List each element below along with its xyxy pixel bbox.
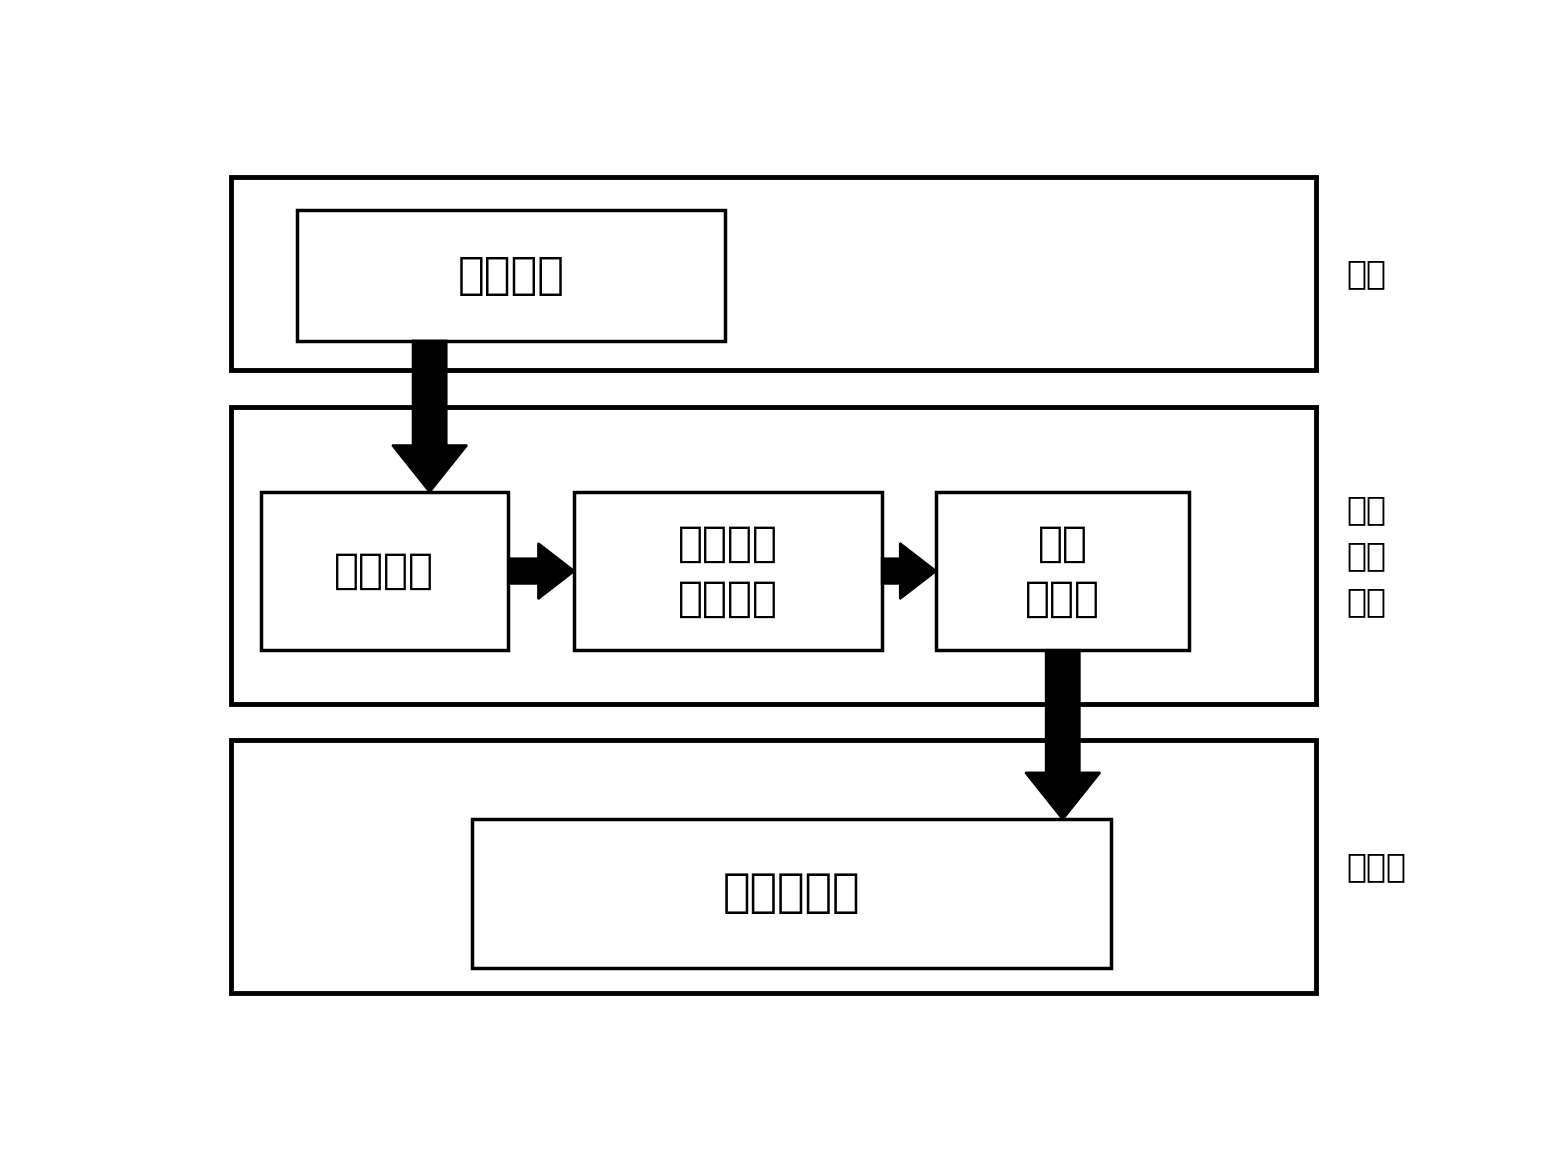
Bar [261,492,507,650]
Text: 算法
核心
程序: 算法 核心 程序 [1346,493,1386,618]
Bar [230,406,1316,704]
Bar [297,210,725,341]
Text: 数据: 数据 [1346,258,1386,290]
Polygon shape [882,543,937,600]
Bar [230,740,1316,993]
Text: 原始数据: 原始数据 [457,254,565,296]
Polygon shape [392,341,467,492]
Text: 计算
过渡点: 计算 过渡点 [1025,522,1100,619]
Bar [230,177,1316,370]
Bar [471,820,1111,968]
Bar [937,492,1189,650]
Text: 提取关键
数据片段: 提取关键 数据片段 [678,522,778,619]
Polygon shape [1025,650,1100,820]
Text: 构建库: 构建库 [1346,850,1407,883]
Polygon shape [507,543,574,600]
Text: 建立运动图: 建立运动图 [722,871,860,917]
Text: 降维分析: 降维分析 [335,550,434,593]
Bar [574,492,882,650]
